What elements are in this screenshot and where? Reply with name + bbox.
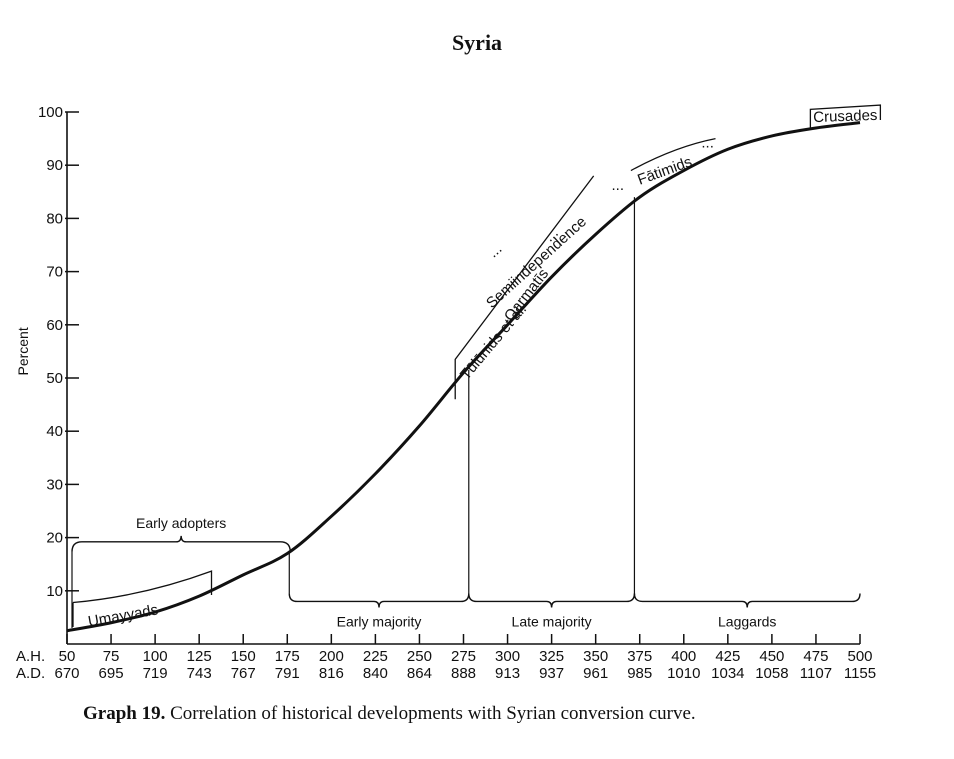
bracket-late-majority: [468, 593, 636, 608]
y-tick-label: 90: [46, 157, 63, 174]
y-axis-label: Percent: [15, 327, 31, 375]
x-tick-label-ah: 75: [103, 648, 120, 665]
x-tick-label-ah: 400: [671, 648, 696, 665]
period-label-semiindependence: Semiindependence: [483, 213, 590, 312]
x-tick-label-ad: 816: [319, 665, 344, 682]
y-tick-label: 100: [38, 104, 63, 121]
x-tick-label-ah: 225: [363, 648, 388, 665]
bracket-laggards: [633, 593, 861, 608]
x-tick-label-ah: 425: [715, 648, 740, 665]
bracket-early-majority: [288, 593, 470, 608]
x-tick-label-ad: 913: [495, 665, 520, 682]
x-tick-label-ad: 888: [451, 665, 476, 682]
x-tick-label-ad: 840: [363, 665, 388, 682]
period-label-umayyads: Umayyads: [87, 601, 160, 630]
conversion-curve: [66, 121, 861, 633]
conversion-chart: 1020304050607080901005067075695100719125…: [15, 104, 882, 682]
x-tick-label-ah: 250: [407, 648, 432, 665]
x-tick-label-ah: 475: [803, 648, 828, 665]
y-tick-label: 30: [46, 476, 63, 493]
y-tick-label: 70: [46, 264, 63, 281]
caption-label: Graph 19.: [83, 703, 166, 724]
labels: Percent Early adopters Early majority Late …: [15, 107, 878, 631]
bracket-early-adopters: [71, 535, 291, 552]
ellipsis-fatimids-end: ...: [701, 135, 714, 152]
x-tick-label-ah: 50: [59, 648, 76, 665]
x-tick-label-ah: 275: [451, 648, 476, 665]
x-tick-label-ad: 743: [187, 665, 212, 682]
period-box-crusades: [809, 104, 882, 128]
x-tick-label-ad: 1155: [844, 665, 876, 682]
x-tick-label-ad: 695: [99, 665, 124, 682]
x-tick-label-ad: 670: [54, 665, 79, 682]
caption-text: Correlation of historical developments w…: [170, 703, 696, 724]
phase-markers: [71, 197, 861, 629]
curve-group: [66, 121, 861, 633]
y-tick-label: 60: [46, 317, 63, 334]
x-tick-label-ad: 1058: [755, 665, 788, 682]
x-tick-label-ah: 200: [319, 648, 344, 665]
ad-axis-label: A.D.: [16, 665, 45, 682]
x-tick-label-ad: 864: [407, 665, 432, 682]
x-tick-label-ah: 500: [847, 648, 872, 665]
period-box-semiindependence: [454, 175, 595, 400]
phase-label-late-majority: Late majority: [512, 613, 592, 629]
phase-label-laggards: Laggards: [718, 613, 776, 629]
x-tick-label-ad: 767: [231, 665, 256, 682]
y-tick-label: 10: [46, 583, 63, 600]
phase-label-early-adopters: Early adopters: [136, 515, 226, 531]
y-tick-label: 80: [46, 210, 63, 227]
phase-label-early-majority: Early majority: [337, 613, 422, 629]
y-tick-label: 50: [46, 370, 63, 387]
ellipsis-fatimids-start: ...: [612, 177, 625, 194]
x-tick-label-ah: 100: [143, 648, 168, 665]
x-tick-label-ah: 150: [231, 648, 256, 665]
x-tick-label-ah: 325: [539, 648, 564, 665]
period-line-fatimids: [630, 137, 716, 172]
period-box-umayyads: [72, 570, 213, 604]
ellipsis-semiindependence: ...: [485, 240, 506, 261]
x-tick-label-ad: 719: [143, 665, 168, 682]
x-tick-label-ah: 300: [495, 648, 520, 665]
ah-axis-label: A.H.: [16, 648, 45, 665]
x-tick-label-ad: 1107: [800, 665, 832, 682]
x-tick-label-ah: 350: [583, 648, 608, 665]
caption: Graph 19. Correlation of historical deve…: [83, 701, 843, 726]
y-tick-label: 40: [46, 423, 63, 440]
x-tick-label-ah: 175: [275, 648, 300, 665]
y-tick-label: 20: [46, 530, 63, 547]
x-tick-label-ad: 1034: [711, 665, 744, 682]
period-annotations: [72, 104, 882, 627]
x-tick-label-ah: 125: [187, 648, 212, 665]
x-tick-label-ad: 985: [627, 665, 652, 682]
page-title: Syria: [451, 30, 503, 55]
x-tick-label-ad: 791: [275, 665, 300, 682]
x-tick-label-ad: 937: [539, 665, 564, 682]
period-label-fatimids: Fātimids: [635, 153, 694, 188]
x-tick-label-ah: 375: [627, 648, 652, 665]
x-tick-label-ad: 961: [583, 665, 608, 682]
period-label-crusades: Crusades: [813, 107, 878, 126]
ticks: 1020304050607080901005067075695100719125…: [16, 104, 876, 682]
x-tick-label-ad: 1010: [667, 665, 700, 682]
x-tick-label-ah: 450: [759, 648, 784, 665]
